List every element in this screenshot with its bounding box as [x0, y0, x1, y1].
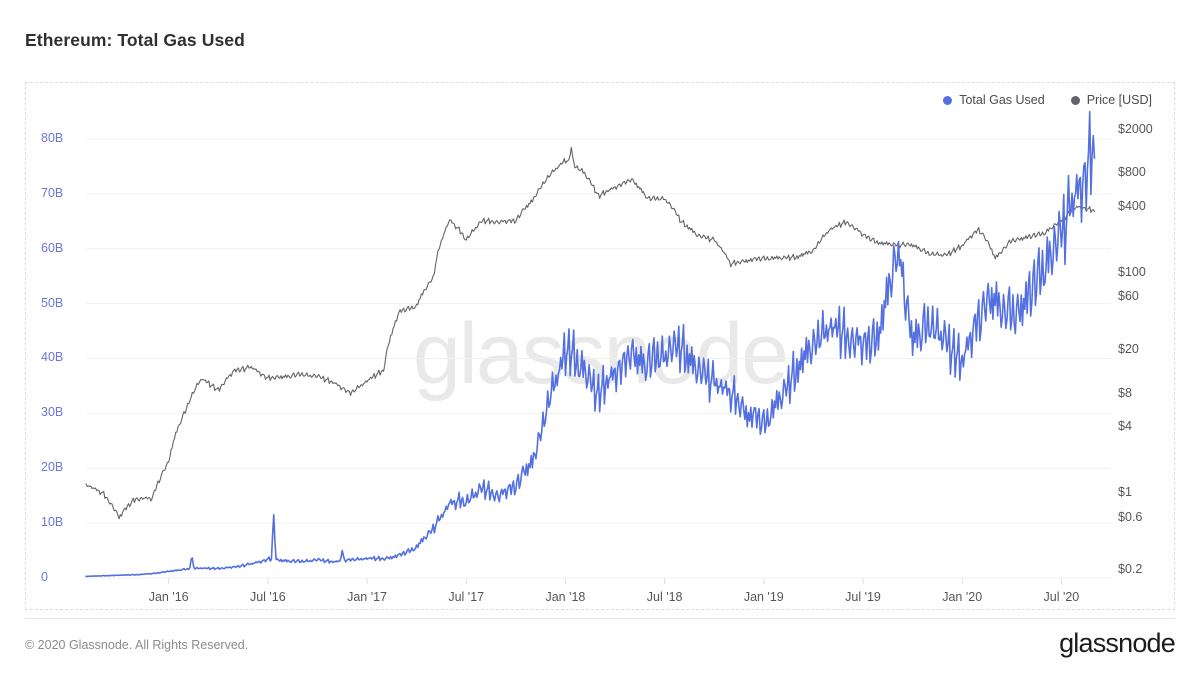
total-gas-used-line: [85, 110, 1096, 578]
legend-label-total-gas-used: Total Gas Used: [959, 93, 1045, 107]
legend-dot-icon: [943, 95, 953, 105]
x-axis-tick-label: Jul '19: [845, 590, 881, 604]
y-axis-right-tick-label: $400: [1118, 198, 1146, 213]
x-axis-tick-label: Jan '16: [148, 590, 189, 604]
y-axis-right-tick-label: $1: [1118, 485, 1132, 500]
chart-svg: [85, 110, 1111, 584]
x-axis-tick-label: Jan '18: [545, 590, 586, 604]
y-axis-left-tick-label: 10B: [41, 515, 64, 530]
brand-logo: glassnode: [1059, 628, 1176, 658]
footer-divider: [25, 618, 1175, 619]
x-axis-tick-label: Jan '17: [347, 590, 387, 604]
legend-item-price-usd[interactable]: Price [USD]: [1070, 93, 1152, 107]
chart-legend: Total Gas Used Price [USD]: [943, 93, 1152, 107]
page-title: Ethereum: Total Gas Used: [25, 30, 245, 50]
gridlines: [86, 138, 1111, 579]
x-axis-tick-label: Jan '19: [743, 590, 784, 604]
y-axis-left-tick-label: 60B: [41, 240, 64, 255]
x-axis-ticks: [168, 578, 1062, 584]
y-axis-right-tick-label: $2000: [1118, 121, 1153, 136]
legend-item-total-gas-used[interactable]: Total Gas Used: [943, 93, 1045, 107]
y-axis-right-tick-label: $4: [1118, 418, 1132, 433]
y-axis-left-tick-label: 50B: [41, 295, 64, 310]
y-axis-right-tick-label: $0.6: [1118, 509, 1143, 524]
y-axis-left-tick-label: 30B: [41, 405, 64, 420]
price-usd-line: [85, 146, 1096, 520]
y-axis-left-tick-label: 70B: [41, 185, 64, 200]
y-axis-right-tick-label: $100: [1118, 264, 1146, 279]
x-axis-tick-label: Jul '17: [448, 590, 485, 604]
legend-dot-icon: [1070, 95, 1080, 105]
y-axis-right-tick-label: $800: [1118, 165, 1146, 180]
x-axis-tick-label: Jul '18: [646, 590, 683, 604]
y-axis-left-tick-label: 0: [41, 570, 48, 584]
x-axis-tick-label: Jul '20: [1043, 590, 1080, 604]
x-axis-tick-label: Jul '16: [249, 590, 286, 604]
x-axis-tick-label: Jan '20: [942, 590, 983, 604]
y-axis-left-tick-label: 80B: [41, 130, 64, 145]
chart-plot-area[interactable]: 0 10B 20B 30B 40B 50B 60B 70B 80B $0.2 $0.6 $1 $4 $8 $…: [26, 83, 1176, 611]
y-axis-right-tick-label: $8: [1118, 385, 1132, 400]
y-axis-right-tick-label: $60: [1118, 289, 1139, 304]
chart-card: Total Gas Used Price [USD] glassnode 0 10…: [25, 82, 1175, 610]
legend-label-price-usd: Price [USD]: [1086, 93, 1152, 107]
footer: © 2020 Glassnode. All Rights Reserved. g…: [0, 610, 1200, 675]
y-axis-left-tick-label: 40B: [41, 350, 64, 365]
y-axis-right-tick-label: $0.2: [1118, 562, 1143, 577]
y-axis-left-tick-label: 20B: [41, 460, 64, 475]
y-axis-right-tick-label: $20: [1118, 341, 1139, 356]
copyright-text: © 2020 Glassnode. All Rights Reserved.: [25, 638, 249, 652]
